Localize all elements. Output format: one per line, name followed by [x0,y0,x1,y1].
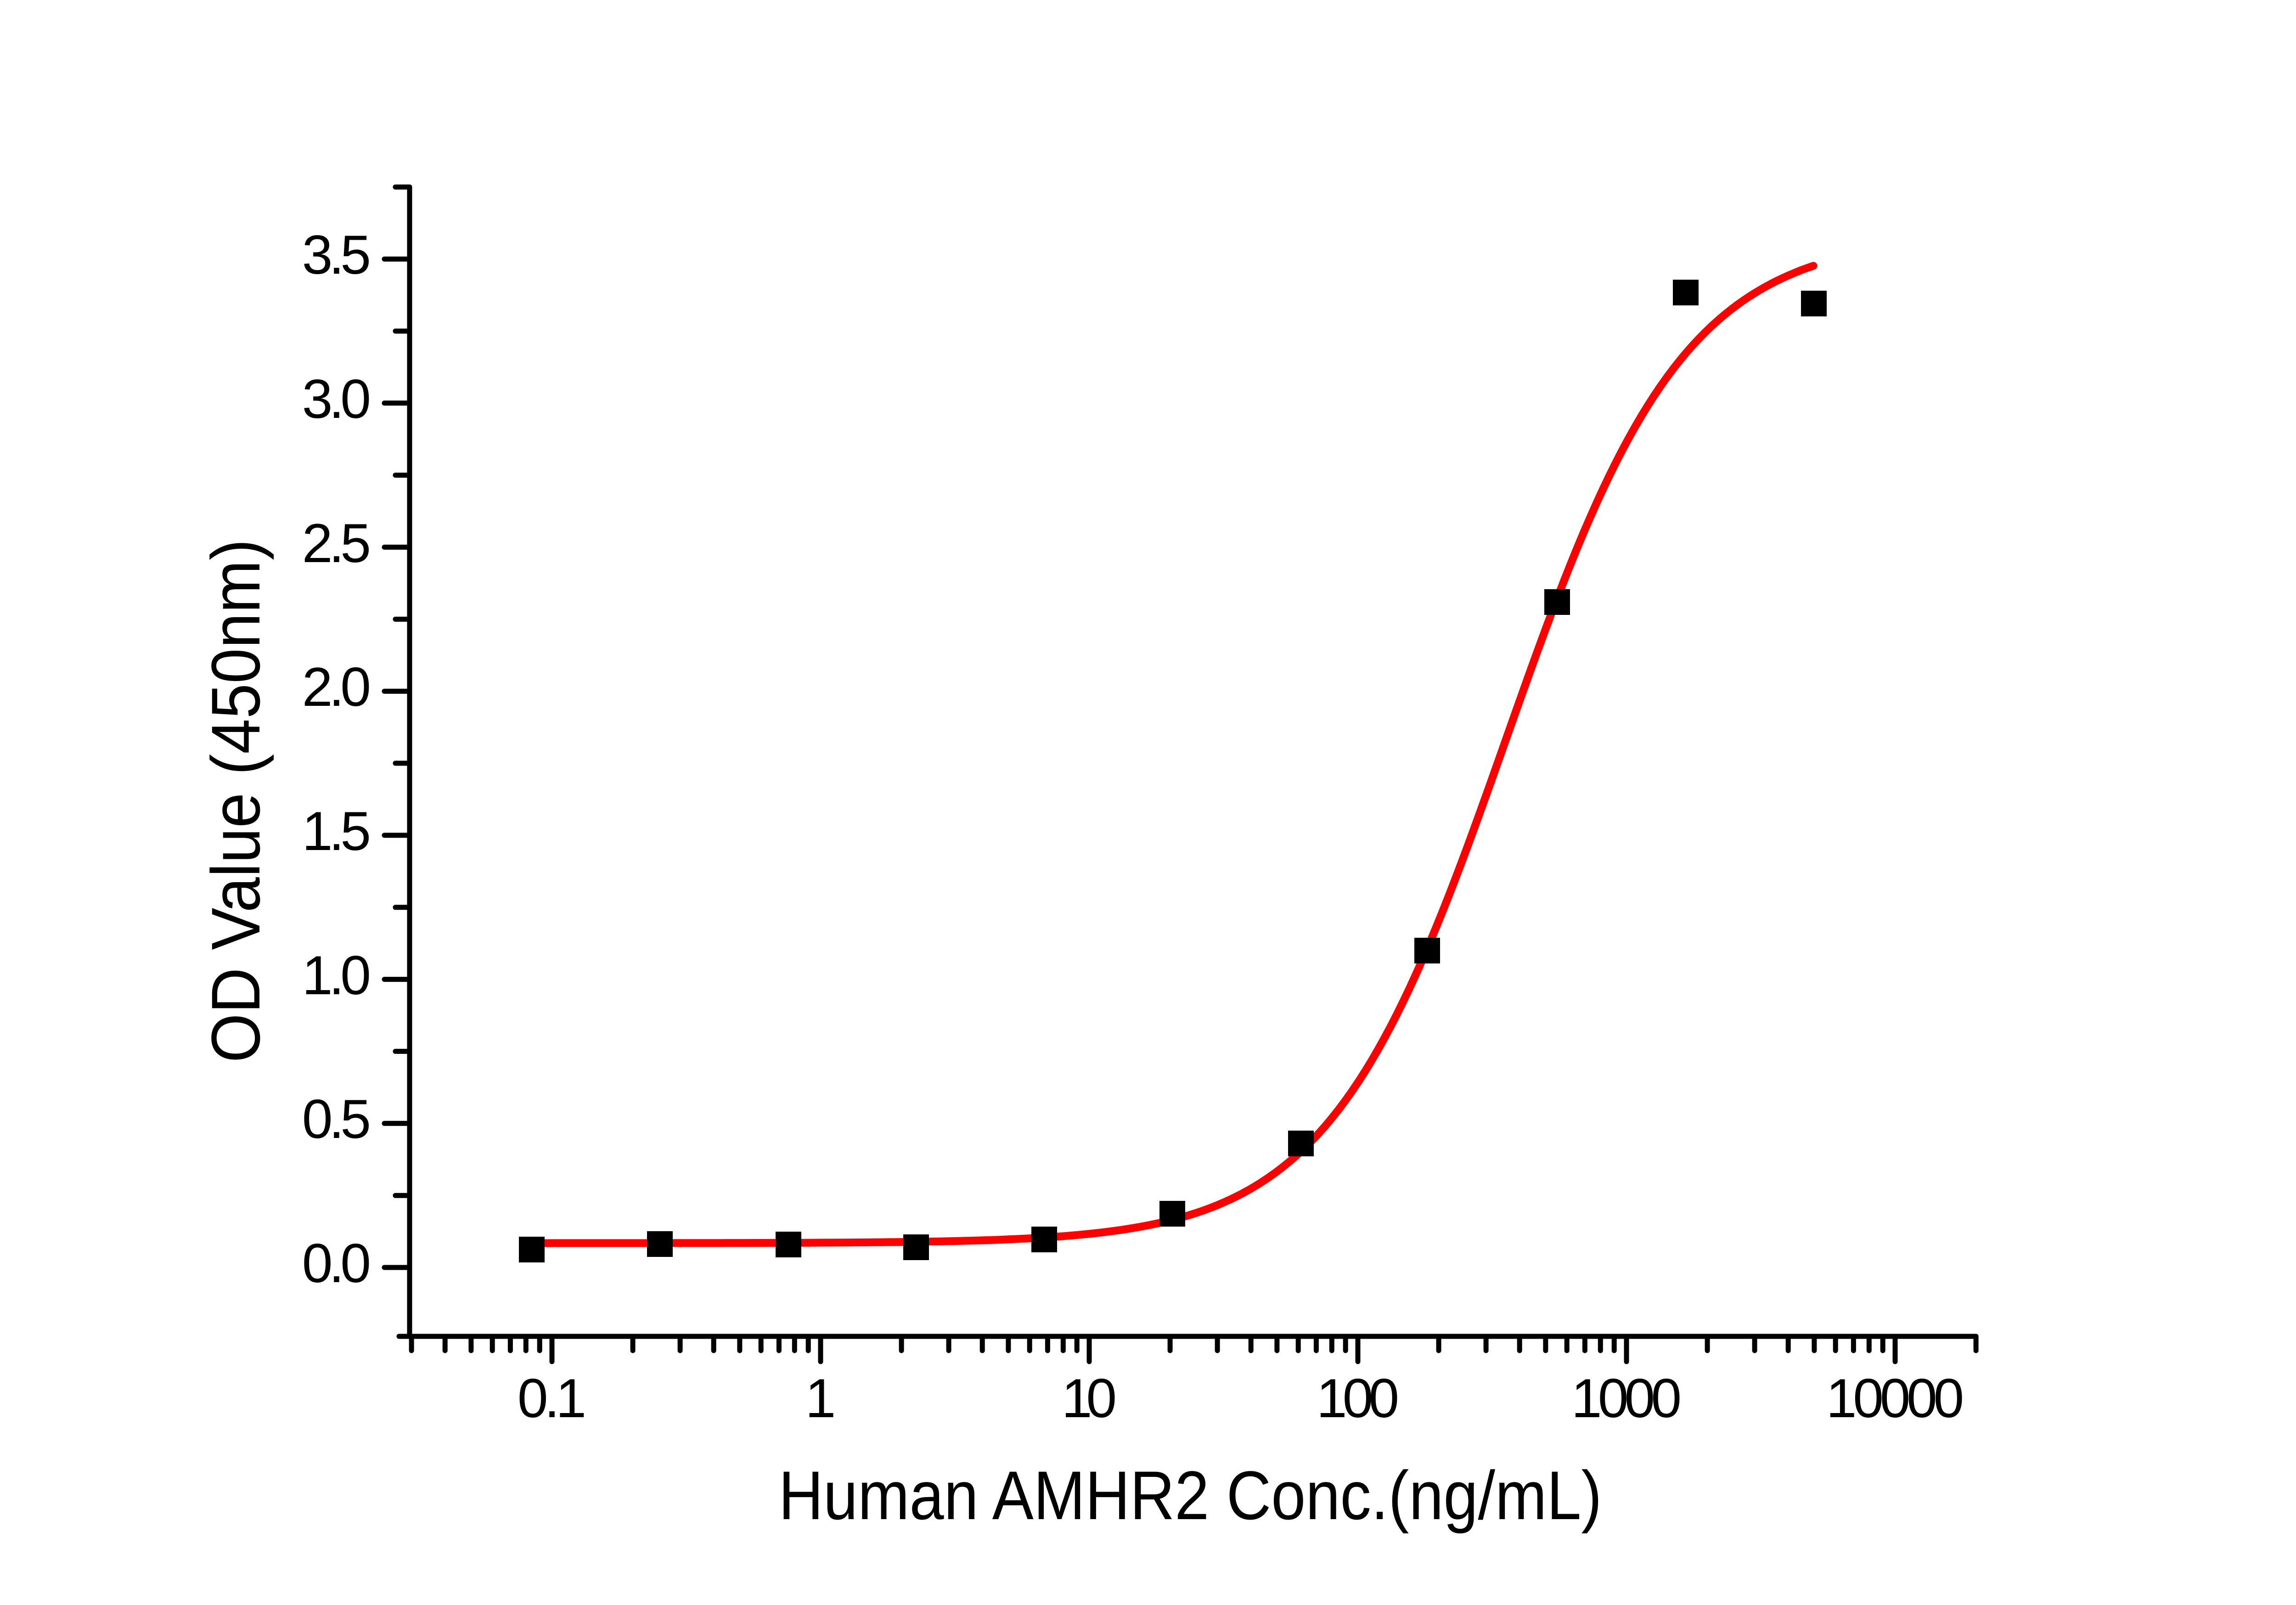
svg-text:1000: 1000 [1571,1368,1682,1429]
svg-text:0.5: 0.5 [302,1088,371,1150]
svg-text:OD Value (450nm): OD Value (450nm) [197,539,274,1063]
svg-text:1.5: 1.5 [302,800,371,862]
svg-text:3.5: 3.5 [302,224,371,286]
svg-text:0.1: 0.1 [518,1368,586,1429]
svg-text:1.0: 1.0 [302,945,371,1006]
svg-text:Human AMHR2 Conc.(ng/mL): Human AMHR2 Conc.(ng/mL) [779,1457,1602,1534]
svg-text:10000: 10000 [1826,1368,1964,1429]
svg-text:2.0: 2.0 [302,656,371,718]
svg-text:0.0: 0.0 [302,1233,371,1294]
svg-text:2.5: 2.5 [302,512,371,574]
svg-text:1: 1 [805,1368,836,1429]
svg-text:100: 100 [1317,1368,1399,1429]
svg-text:3.0: 3.0 [302,368,371,430]
svg-text:10: 10 [1062,1368,1117,1429]
